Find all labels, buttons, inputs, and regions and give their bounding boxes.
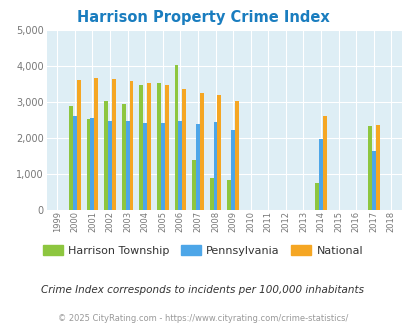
Bar — [69, 106, 73, 210]
Bar — [213, 122, 217, 210]
Bar — [147, 83, 151, 210]
Bar — [192, 160, 196, 210]
Bar — [143, 122, 147, 210]
Text: © 2025 CityRating.com - https://www.cityrating.com/crime-statistics/: © 2025 CityRating.com - https://www.city… — [58, 314, 347, 323]
Bar — [182, 89, 186, 210]
Bar — [318, 139, 322, 210]
Bar — [90, 118, 94, 210]
Legend: Harrison Township, Pennsylvania, National: Harrison Township, Pennsylvania, Nationa… — [38, 241, 367, 260]
Bar — [108, 121, 112, 210]
Bar — [160, 122, 164, 210]
Bar — [139, 85, 143, 210]
Text: Crime Index corresponds to incidents per 100,000 inhabitants: Crime Index corresponds to incidents per… — [41, 285, 364, 295]
Bar — [196, 124, 199, 210]
Bar — [94, 78, 98, 210]
Bar — [73, 116, 77, 210]
Bar — [122, 104, 125, 210]
Bar — [129, 81, 133, 210]
Bar — [375, 125, 379, 210]
Bar — [125, 121, 129, 210]
Bar — [234, 101, 238, 210]
Bar — [217, 95, 221, 210]
Text: Harrison Property Crime Index: Harrison Property Crime Index — [77, 10, 328, 25]
Bar — [199, 93, 203, 210]
Bar — [178, 121, 182, 210]
Bar — [104, 101, 108, 210]
Bar — [209, 178, 213, 210]
Bar — [77, 80, 81, 210]
Bar — [157, 82, 160, 210]
Bar — [174, 65, 178, 210]
Bar — [227, 180, 230, 210]
Bar — [314, 183, 318, 210]
Bar — [112, 79, 115, 210]
Bar — [164, 85, 168, 210]
Bar — [322, 116, 326, 210]
Bar — [371, 150, 375, 210]
Bar — [367, 126, 371, 210]
Bar — [230, 130, 234, 210]
Bar — [86, 119, 90, 210]
